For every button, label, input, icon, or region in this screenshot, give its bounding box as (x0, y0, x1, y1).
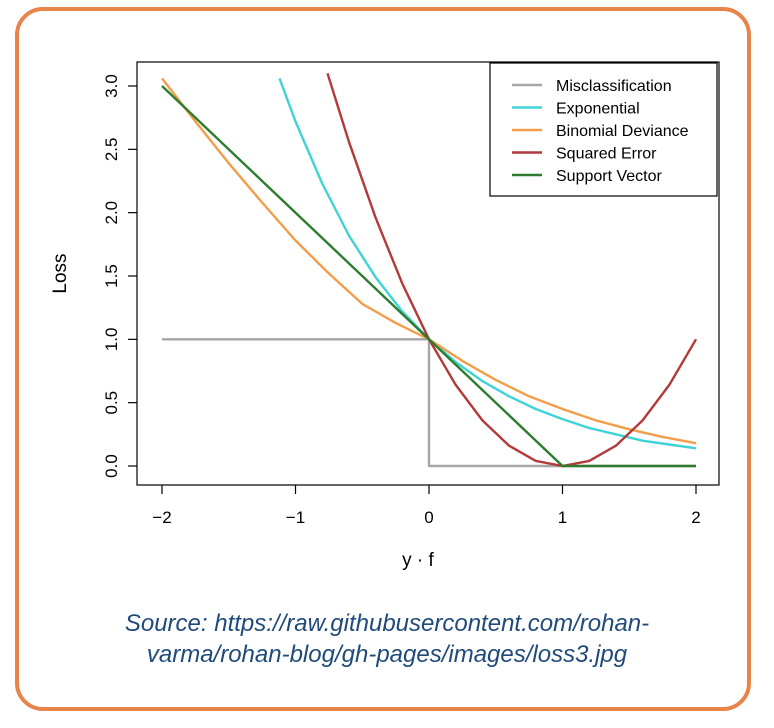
legend-label-support-vector: Support Vector (556, 168, 663, 185)
y-tick-label: 1.0 (102, 328, 121, 352)
legend-label-binomial-deviance: Binomial Deviance (556, 123, 689, 140)
x-tick-label: −1 (286, 508, 305, 527)
source-caption: Source: https://raw.githubusercontent.co… (30, 608, 744, 670)
y-tick-label: 1.5 (102, 264, 121, 288)
y-axis-label: Loss (50, 253, 71, 293)
x-tick-label: 1 (558, 508, 567, 527)
x-tick-label: 2 (691, 508, 700, 527)
y-tick-label: 3.0 (102, 74, 121, 98)
legend-label-misclassification: Misclassification (556, 78, 672, 95)
source-caption-line-1: Source: https://raw.githubusercontent.co… (124, 610, 650, 637)
series-line-squared-error (326, 72, 698, 468)
y-tick-label: 2.5 (102, 138, 121, 162)
legend-label-exponential: Exponential (556, 101, 640, 118)
y-tick-label: 2.0 (102, 201, 121, 225)
y-tick-label: 0.5 (102, 391, 121, 415)
chart-axes: −2 −1 0 1 2 0.0 0.5 1.0 1.5 2.0 2.5 3.0 y · f Loss (50, 61, 720, 571)
x-tick-label: −2 (152, 508, 171, 527)
x-axis-label: y · f (402, 550, 434, 571)
y-tick-label: 0.0 (102, 454, 121, 478)
series-line-support-vector (161, 85, 696, 468)
chart-legend: Misclassification Exponential Binomial Dev… (489, 62, 718, 197)
source-caption-line-2: varma/rohan-blog/gh-pages/images/loss3.j… (146, 641, 628, 668)
legend-label-squared-error: Squared Error (556, 146, 657, 163)
chart-series-lines (161, 72, 698, 468)
plot-border (136, 61, 720, 486)
x-tick-label: 0 (424, 508, 433, 527)
